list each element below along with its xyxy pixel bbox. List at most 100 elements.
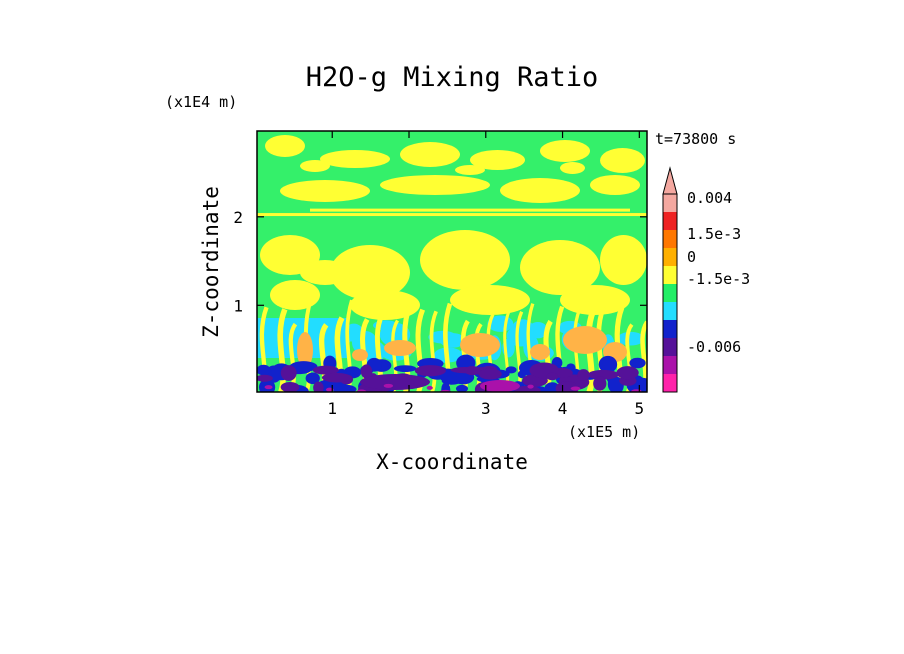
field-purple-patch bbox=[321, 372, 352, 383]
field-purple-patch bbox=[280, 365, 297, 381]
field-patch-mid bbox=[420, 230, 510, 290]
colorbar-swatch bbox=[663, 302, 677, 320]
field-patch-mid bbox=[300, 260, 350, 285]
colorbar-label: 0.004 bbox=[687, 189, 732, 207]
field-patch-upper bbox=[380, 175, 490, 195]
field-blue-patch bbox=[257, 364, 271, 376]
field-cyan-patch bbox=[617, 331, 645, 346]
x-tick-label: 5 bbox=[635, 399, 645, 418]
field-purple-patch bbox=[587, 369, 619, 380]
colorbar-swatch bbox=[663, 284, 677, 302]
field-magenta-patch bbox=[264, 385, 273, 390]
field-blue-patch bbox=[455, 384, 468, 392]
field-orange-core bbox=[352, 349, 368, 361]
field-purple-patch bbox=[257, 374, 273, 382]
colorbar-frame bbox=[662, 193, 678, 393]
field-patch-upper bbox=[560, 162, 585, 174]
colorbar-label: 0 bbox=[687, 248, 696, 266]
x-tick-label: 4 bbox=[558, 399, 568, 418]
chart-title: H2O-g Mixing Ratio bbox=[306, 62, 599, 93]
colorbar-swatch bbox=[663, 212, 677, 230]
field-blue-patch bbox=[305, 372, 320, 385]
field-purple-patch bbox=[577, 369, 590, 381]
y-axis-ticks: 12 bbox=[233, 208, 647, 315]
colorbar: 0.004 1.5e-3 0 -1.5e-3 -0.006 bbox=[662, 166, 750, 393]
field-cyan-patch bbox=[506, 325, 535, 347]
field-patch-mid bbox=[350, 290, 420, 320]
x-axis-label: X-coordinate bbox=[376, 450, 528, 474]
field-patch-upper bbox=[540, 140, 590, 162]
field-purple-patch bbox=[312, 365, 339, 375]
field-magenta-patch bbox=[480, 380, 520, 392]
field-orange-core bbox=[563, 326, 607, 354]
x-tick-label: 1 bbox=[327, 399, 337, 418]
field-orange-core bbox=[384, 340, 416, 356]
colorbar-label: -0.006 bbox=[687, 338, 741, 356]
x-tick-label: 2 bbox=[404, 399, 414, 418]
field-patch-upper bbox=[300, 160, 330, 172]
field-patch-upper bbox=[320, 150, 390, 168]
y-axis-label: Z-coordinate bbox=[199, 186, 223, 338]
plot-frame bbox=[256, 130, 648, 393]
field-patch-upper bbox=[600, 148, 645, 173]
field-magenta-patch bbox=[570, 386, 581, 391]
colorbar-swatch bbox=[663, 320, 677, 338]
x-unit-label: (x1E5 m) bbox=[568, 423, 640, 441]
field-magenta-patch bbox=[527, 384, 534, 389]
field-orange-core bbox=[460, 333, 500, 357]
field-patch-upper bbox=[590, 175, 640, 195]
field-purple-patch bbox=[514, 385, 541, 392]
field-blue-patch bbox=[441, 382, 451, 392]
colorbar-label: -1.5e-3 bbox=[687, 270, 750, 288]
plot-area bbox=[256, 130, 648, 393]
field-purple-patch bbox=[414, 365, 446, 377]
field-blue-patch bbox=[598, 355, 618, 374]
field-plume bbox=[585, 309, 597, 392]
field-patch-upper bbox=[500, 178, 580, 203]
field-magenta-patch bbox=[383, 383, 394, 388]
field-purple-patch bbox=[464, 366, 481, 376]
field-band bbox=[310, 208, 630, 212]
field-blue-patch bbox=[393, 365, 417, 372]
field-orange-core bbox=[530, 344, 550, 360]
field-patch-mid bbox=[270, 280, 320, 310]
field-purple-patch bbox=[478, 368, 502, 380]
field-patch-mid bbox=[520, 240, 600, 295]
field-patch-mid bbox=[450, 285, 530, 315]
x-axis-ticks: 1 2 3 4 5 bbox=[327, 131, 644, 418]
field-blue-patch bbox=[517, 370, 526, 379]
field-patch-upper bbox=[280, 180, 370, 202]
field-patch-upper bbox=[470, 150, 525, 170]
field-orange-core bbox=[297, 332, 313, 368]
colorbar-arrow bbox=[662, 166, 678, 195]
colorbar-swatch bbox=[663, 248, 677, 266]
field-purple-patch bbox=[360, 374, 430, 390]
field-patch-mid bbox=[560, 285, 630, 315]
field-purple-patch bbox=[360, 364, 373, 379]
field-purple-patch bbox=[546, 372, 559, 381]
colorbar-label: 1.5e-3 bbox=[687, 225, 741, 243]
field-patch-mid bbox=[330, 245, 410, 300]
y-tick-label: 1 bbox=[233, 296, 243, 315]
colorbar-swatch bbox=[663, 266, 677, 284]
field-magenta-patch bbox=[426, 385, 433, 390]
colorbar-swatch bbox=[663, 230, 677, 248]
field-band bbox=[257, 213, 647, 217]
field-patch-upper bbox=[265, 135, 305, 157]
colorbar-swatch bbox=[663, 356, 677, 374]
colorbar-swatch bbox=[663, 374, 677, 392]
field-purple-patch bbox=[593, 376, 607, 391]
x-tick-label: 3 bbox=[481, 399, 491, 418]
y-unit-label: (x1E4 m) bbox=[165, 93, 237, 111]
field-blue-patch bbox=[629, 357, 646, 369]
field-plume bbox=[429, 310, 438, 392]
y-tick-label: 2 bbox=[233, 208, 243, 227]
colorbar-swatch bbox=[663, 338, 677, 356]
field-patch-upper bbox=[400, 142, 460, 167]
field-purple-patch bbox=[280, 381, 300, 392]
field-patch-mid bbox=[600, 235, 647, 285]
field-magenta-patch bbox=[497, 387, 505, 392]
field-patch-upper bbox=[455, 165, 485, 175]
field-purple-patch bbox=[616, 366, 639, 380]
